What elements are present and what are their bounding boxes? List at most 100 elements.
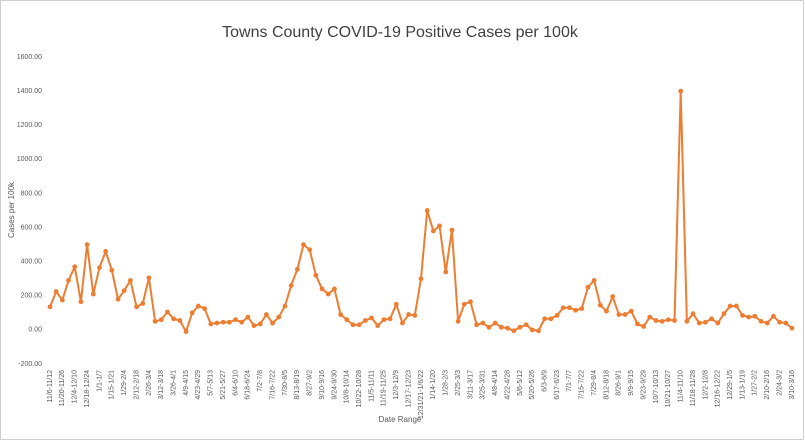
- x-tick-label: 2/26-3/4: [146, 370, 153, 396]
- data-point: [127, 278, 133, 283]
- data-point: [622, 312, 628, 317]
- data-point: [789, 325, 795, 331]
- data-point: [369, 315, 374, 321]
- data-point: [319, 286, 325, 292]
- data-point: [400, 320, 405, 326]
- data-point: [233, 317, 238, 323]
- data-point: [134, 304, 139, 310]
- y-tick-label: 200.00: [21, 293, 43, 300]
- data-point: [740, 312, 745, 318]
- data-point: [746, 314, 752, 320]
- x-tick-label: 12/3-12/9: [393, 370, 400, 400]
- x-tick-label: 8/13-8/19: [294, 370, 301, 400]
- data-point: [684, 318, 690, 324]
- data-point: [171, 316, 177, 322]
- x-tick-label: 7/16-7/22: [269, 370, 276, 400]
- data-point: [511, 328, 517, 334]
- data-point: [140, 301, 146, 306]
- data-point: [270, 320, 275, 326]
- x-tick-label: 12/29-1/5: [727, 370, 734, 400]
- x-tick-label: 1/27-2/2: [752, 370, 759, 396]
- x-tick-label: 1/15-1/21: [109, 370, 116, 400]
- data-point: [771, 313, 776, 319]
- data-point: [672, 318, 677, 323]
- x-tick-label: 8/12-8/18: [603, 370, 610, 400]
- x-tick-label: 2/24-3/2: [776, 370, 783, 396]
- data-point: [536, 328, 541, 334]
- data-point: [461, 301, 467, 307]
- y-tick-label: 1200.00: [17, 122, 42, 129]
- x-tick-label: 10/21-10/27: [665, 370, 672, 407]
- data-point: [616, 312, 622, 317]
- data-point: [406, 312, 412, 317]
- x-tick-label: 7/1-7/7: [566, 370, 573, 392]
- y-tick-label: 1000.00: [17, 156, 42, 163]
- data-point: [165, 309, 170, 315]
- data-point: [313, 272, 319, 278]
- x-tick-label: 11/18-11/28: [690, 370, 697, 406]
- x-tick-label: 7/29-8/4: [591, 370, 598, 396]
- data-point: [498, 324, 504, 330]
- x-tick-label: 10/7-10/13: [653, 370, 660, 404]
- x-tick-label: 2/12-2/18: [133, 370, 140, 400]
- data-point: [282, 303, 288, 309]
- y-tick-label: -200.00: [18, 361, 42, 368]
- data-point: [591, 278, 597, 283]
- data-point: [752, 313, 758, 319]
- x-tick-label: 4/8-4/14: [492, 370, 499, 396]
- data-point: [103, 249, 109, 254]
- data-point: [604, 308, 609, 314]
- data-point: [362, 318, 368, 323]
- y-tick-label: 400.00: [21, 259, 43, 266]
- x-tick-label: 11/19-11/25: [381, 370, 388, 406]
- data-point: [567, 305, 572, 311]
- x-tick-label: 8/27-9/2: [307, 370, 314, 396]
- data-point: [375, 323, 381, 329]
- data-point: [468, 299, 473, 305]
- data-point: [78, 299, 84, 305]
- x-tick-label: 9/9-9/15: [628, 370, 635, 396]
- data-point: [430, 228, 436, 234]
- chart-title: Towns County COVID-19 Positive Cases per…: [222, 24, 579, 41]
- x-tick-label: 3/10-3/16: [789, 370, 796, 400]
- x-tick-label: 9/24-9/30: [331, 370, 338, 400]
- data-point: [121, 288, 127, 294]
- x-tick-label: 1/14-1/20: [430, 370, 437, 400]
- x-tick-label: 11/5-11/11: [368, 370, 375, 402]
- data-point: [158, 317, 164, 323]
- data-point: [647, 314, 653, 320]
- data-point: [523, 322, 529, 328]
- data-point: [177, 318, 183, 323]
- data-point: [437, 223, 442, 229]
- data-point: [59, 297, 65, 303]
- data-point: [90, 291, 96, 297]
- data-point: [189, 310, 195, 316]
- data-point: [653, 318, 659, 323]
- data-point: [251, 323, 257, 329]
- data-point: [474, 322, 480, 328]
- x-tick-label: 5/21-5/27: [220, 370, 227, 400]
- data-point: [597, 302, 603, 308]
- data-point: [220, 319, 226, 325]
- data-point: [554, 312, 560, 318]
- data-point: [208, 321, 214, 327]
- x-tick-label: 11/6-11/12: [47, 370, 54, 403]
- x-tick-label: 9/23-9/29: [640, 370, 647, 400]
- data-point: [152, 318, 158, 324]
- data-point: [66, 278, 71, 283]
- data-point: [53, 289, 59, 294]
- data-point: [480, 320, 486, 326]
- data-point: [585, 284, 591, 290]
- x-tick-label: 10/22-10/28: [356, 370, 363, 407]
- data-point: [560, 305, 566, 311]
- x-tick-label: 3/11-3/17: [467, 370, 474, 399]
- y-tick-label: 800.00: [21, 190, 43, 197]
- x-tick-label: 3/26-4/1: [171, 370, 178, 396]
- data-point: [573, 307, 578, 313]
- data-point: [344, 317, 350, 323]
- data-point: [424, 208, 430, 213]
- y-axis-label: Cases per 100k: [7, 181, 16, 238]
- y-tick-label: 1400.00: [17, 88, 42, 95]
- x-tick-label: 1/13-1/19: [739, 370, 746, 400]
